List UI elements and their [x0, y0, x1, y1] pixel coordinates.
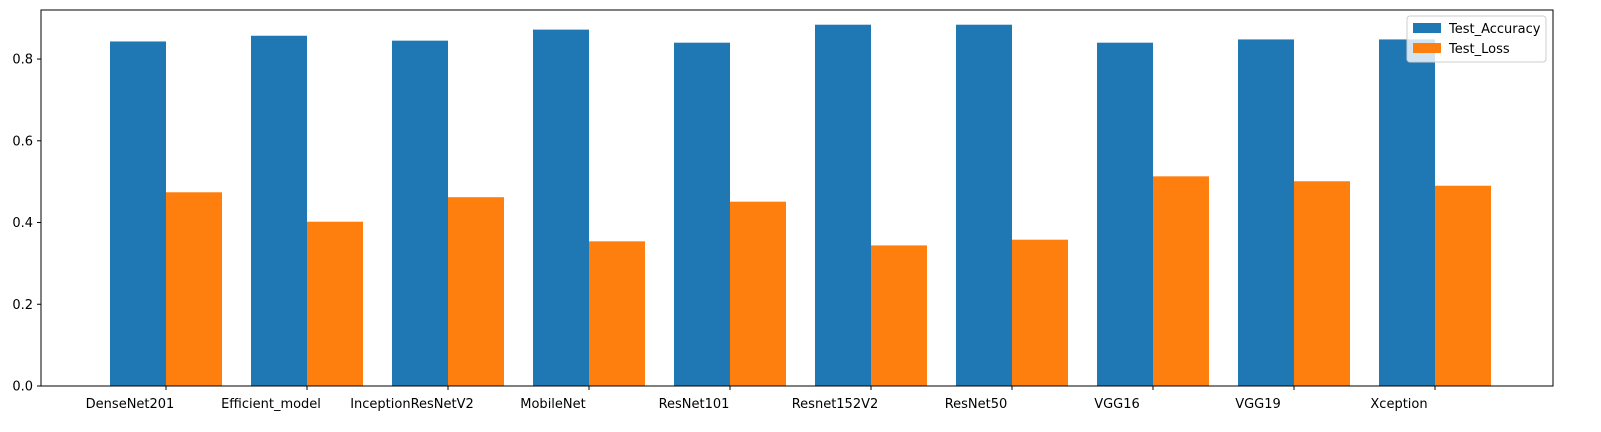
x-tick-label: Efficient_model: [221, 397, 321, 412]
x-tick-label: InceptionResNetV2: [350, 397, 474, 412]
x-tick-label: ResNet101: [659, 397, 730, 412]
x-tick-label: MobileNet: [520, 397, 585, 412]
legend: Test_Accuracy Test_Loss: [1406, 15, 1547, 63]
bar-test-loss-vgg16: [1153, 176, 1209, 386]
legend-label-test-accuracy: Test_Accuracy: [1448, 22, 1541, 37]
bar-test-accuracy-inceptionresnetv2: [392, 40, 448, 387]
bar-test-loss-resnet50: [1012, 239, 1068, 386]
y-tick-label: 0.4: [12, 216, 33, 231]
legend-label-test-loss: Test_Loss: [1448, 42, 1510, 57]
bar-test-accuracy-xception: [1379, 39, 1435, 386]
bar-test-accuracy-mobilenet: [533, 29, 589, 386]
y-tick-label: 0.0: [12, 380, 33, 395]
bar-test-accuracy-vgg16: [1097, 42, 1153, 387]
bar-test-loss-inceptionresnetv2: [448, 197, 504, 386]
y-tick-label: 0.2: [12, 298, 33, 313]
bar-test-loss-vgg19: [1294, 181, 1350, 386]
bars-layer: [110, 24, 1491, 387]
x-tick-label: DenseNet201: [86, 397, 175, 412]
x-tick-label: VGG16: [1094, 397, 1140, 412]
bar-test-accuracy-resnet101: [674, 42, 730, 387]
axes-layer: [40, 9, 1554, 387]
legend-swatch-test-accuracy: [1413, 23, 1441, 33]
legend-box: [1406, 15, 1547, 63]
bar-test-loss-resnet101: [730, 201, 786, 386]
bar-test-loss-resnet152v2: [871, 245, 927, 386]
x-tick-label: VGG19: [1235, 397, 1281, 412]
plot-frame: [40, 9, 1554, 387]
bar-test-accuracy-resnet50: [956, 24, 1012, 386]
legend-swatch-test-loss: [1413, 43, 1441, 53]
bar-test-loss-efficient_model: [307, 221, 363, 386]
x-tick-label: ResNet50: [945, 397, 1008, 412]
bar-test-accuracy-vgg19: [1238, 39, 1294, 386]
ticks-layer: 0.0 0.2 0.4 0.6 0.8 DenseNet201 Efficient_mode…: [12, 53, 1436, 412]
x-tick-label: Resnet152V2: [792, 397, 879, 412]
x-tick-label: Xception: [1370, 397, 1427, 412]
y-tick-label: 0.6: [12, 134, 33, 149]
y-tick-label: 0.8: [12, 53, 33, 68]
bar-test-loss-densenet201: [166, 192, 222, 386]
bar-test-loss-xception: [1435, 185, 1491, 386]
bar-test-loss-mobilenet: [589, 241, 645, 386]
bar-test-accuracy-resnet152v2: [815, 24, 871, 386]
bar-test-accuracy-efficient_model: [251, 35, 307, 386]
bar-test-accuracy-densenet201: [110, 41, 166, 386]
